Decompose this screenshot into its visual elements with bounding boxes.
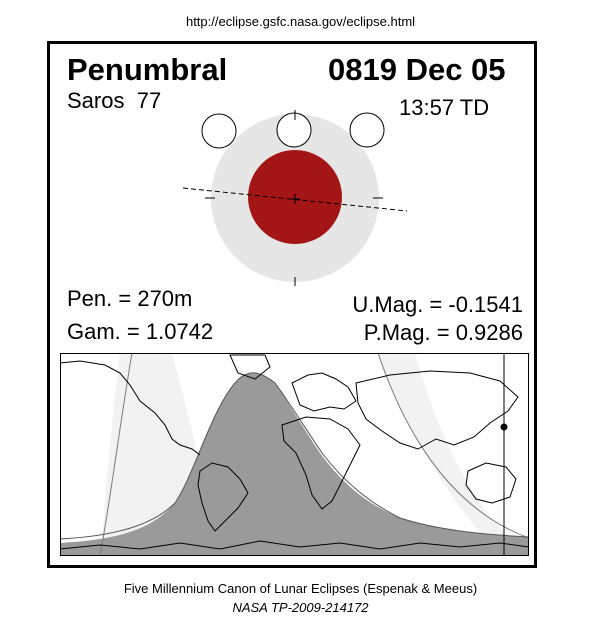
penumbral-magnitude: P.Mag. = 0.9286	[363, 320, 523, 345]
moon-last-contact	[349, 112, 385, 148]
antarctica-coast	[60, 540, 529, 550]
saros-line: Saros 77	[67, 88, 161, 114]
penumbral-duration: Pen. = 270m	[67, 286, 193, 311]
eclipse-date: 0819 Dec 05	[328, 52, 506, 87]
boundary-curve-west	[99, 353, 133, 556]
greatest-eclipse-point	[500, 423, 508, 431]
eclipse-type: Penumbral	[67, 52, 228, 87]
gamma-value: Gam. = 1.0742	[67, 319, 214, 344]
source-url[interactable]: http://eclipse.gsfc.nasa.gov/eclipse.htm…	[185, 14, 416, 29]
asia-outline	[355, 370, 519, 450]
boundary-curve-center	[60, 372, 529, 540]
map-border	[60, 353, 529, 556]
australia-outline	[465, 462, 517, 504]
eclipse-visibility-region	[60, 372, 529, 556]
canon-citation: Five Millennium Canon of Lunar Eclipses …	[123, 581, 478, 596]
greenland-outline	[229, 354, 271, 380]
eclipse-panel-frame	[47, 41, 537, 568]
visibility-map	[60, 353, 529, 556]
europe-outline	[291, 372, 357, 412]
umbral-magnitude: U.Mag. = -0.1541	[352, 292, 523, 317]
north-america-coast	[60, 360, 201, 456]
africa-outline	[281, 416, 361, 510]
saros-label: Saros	[67, 88, 125, 113]
night-region-east	[378, 353, 529, 556]
south-america-outline	[197, 462, 249, 532]
td-time: 13:57 TD	[399, 95, 490, 120]
moon-first-contact	[201, 113, 237, 149]
moon-greatest-eclipse	[276, 112, 312, 148]
nasa-publication-id: NASA TP-2009-214172	[232, 600, 369, 615]
saros-number: 77	[136, 88, 162, 113]
shadow-diagram	[182, 110, 408, 286]
